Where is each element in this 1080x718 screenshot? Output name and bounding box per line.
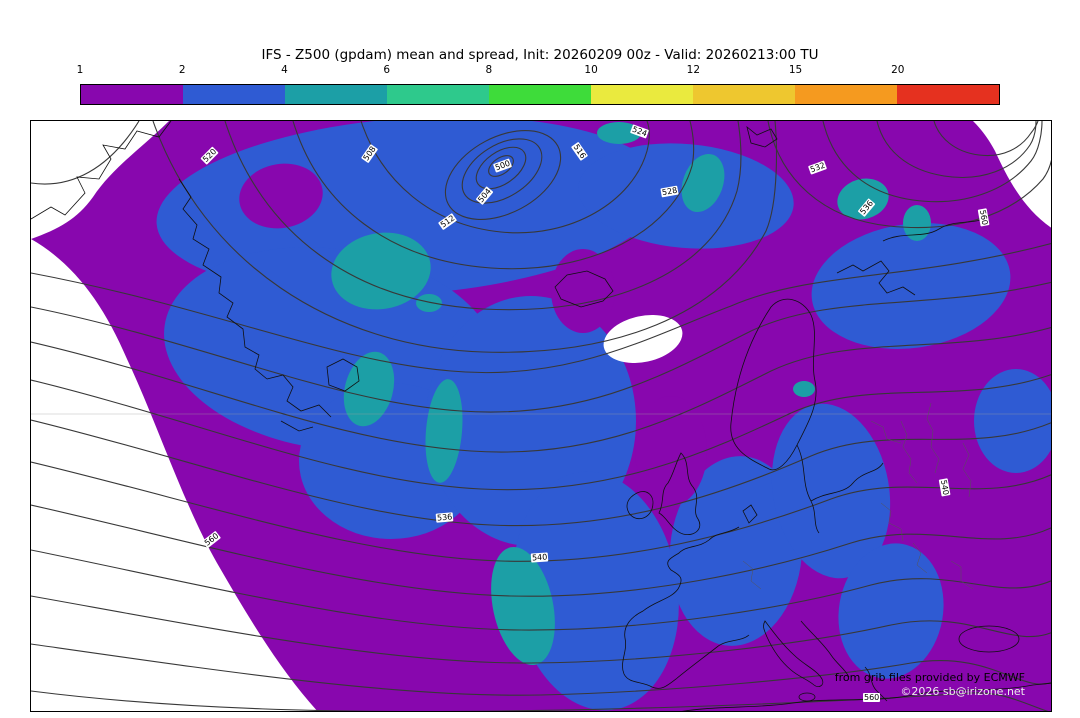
- colorbar-segment: [285, 85, 387, 104]
- attribution-copyright: ©2026 sb@irizone.net: [900, 685, 1025, 698]
- spread-field-blue: [156, 121, 1051, 711]
- contour-label: 536: [435, 512, 454, 523]
- colorbar-segment: [387, 85, 489, 104]
- map-canvas: [31, 121, 1051, 711]
- attribution-ecmwf: from grib files provided by ECMWF: [834, 671, 1025, 684]
- z500-contours: [31, 121, 1051, 711]
- spread-field-teal: [331, 122, 931, 666]
- colorbar-tick: 15: [788, 64, 803, 76]
- contour-label: 540: [530, 552, 549, 563]
- coastlines: [31, 121, 1051, 711]
- colorbar-segment: [183, 85, 285, 104]
- colorbar-tick: 8: [485, 64, 493, 76]
- country-borders: [742, 402, 974, 590]
- colorbar-ticks: 1 2 4 6 8 10 12 15 20: [76, 64, 1000, 78]
- colorbar-tick: 20: [891, 64, 905, 76]
- colorbar-tick: 10: [584, 64, 598, 76]
- colorbar-segment: [795, 85, 897, 104]
- colorbar-segment: [489, 85, 591, 104]
- colorbar-segment: [897, 85, 999, 104]
- map-area: 520 508 500 504 512 516 524 528 532 536 …: [30, 120, 1052, 712]
- colorbar-tick: 6: [383, 64, 390, 76]
- colorbar: [80, 84, 1000, 105]
- colorbar-segment: [693, 85, 795, 104]
- colorbar-tick: 12: [686, 64, 701, 76]
- colorbar-tick: 4: [281, 64, 288, 76]
- spread-field-white: [31, 121, 1051, 711]
- colorbar-tick: 1: [76, 64, 84, 76]
- contour-label: 560: [863, 693, 881, 702]
- chart-title: IFS - Z500 (gpdam) mean and spread, Init…: [261, 47, 819, 63]
- colorbar-segment: [81, 85, 183, 104]
- attribution: from grib files provided by ECMWF ©2026 …: [835, 671, 1025, 699]
- colorbar-segment: [591, 85, 693, 104]
- colorbar-tick: 2: [178, 64, 186, 76]
